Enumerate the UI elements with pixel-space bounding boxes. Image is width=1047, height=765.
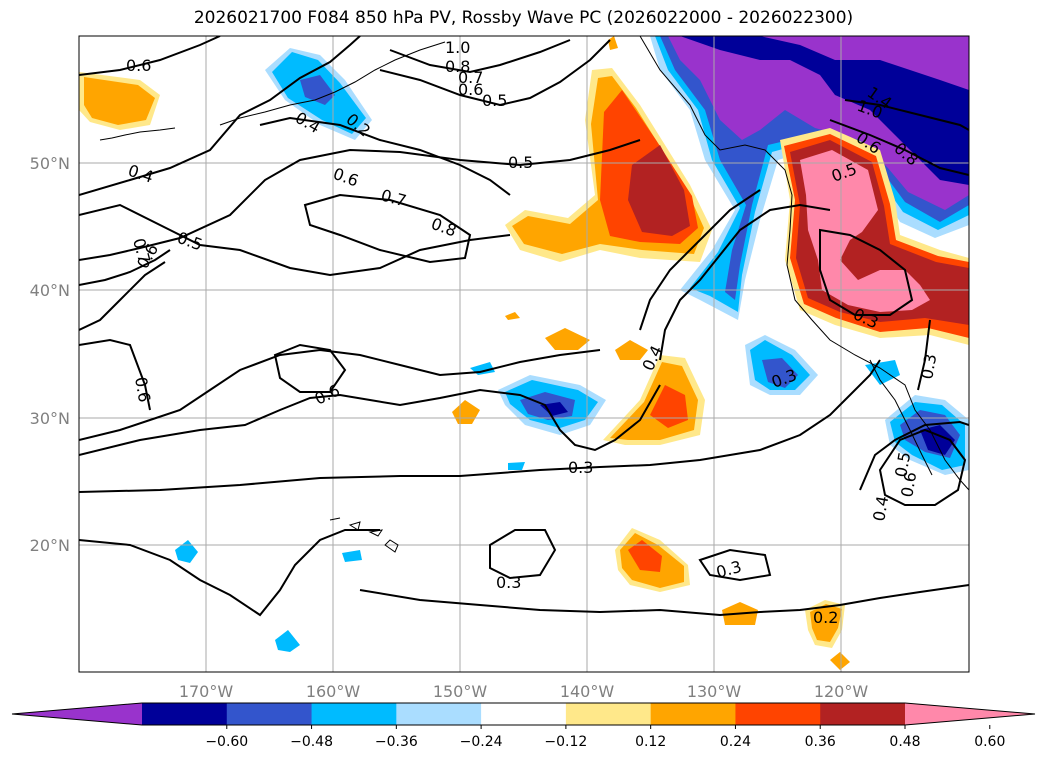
graticule <box>79 36 969 672</box>
contour-label: 0.6 <box>131 375 154 403</box>
coastlines <box>99 36 969 553</box>
contour-label: 0.2 <box>813 608 838 627</box>
contour-label: 0.5 <box>482 91 507 110</box>
colorbar-tick-label: 0.12 <box>635 734 666 750</box>
contour-label: 1.0 <box>445 38 470 57</box>
colorbar-tick-label: 0.48 <box>889 734 920 750</box>
contour-label: 0.3 <box>568 458 593 477</box>
contour-label: 0.3 <box>496 573 521 592</box>
colorbar-tick-label: −0.36 <box>375 734 418 750</box>
colorbar-bin <box>396 703 482 725</box>
colorbar-bin <box>142 703 228 725</box>
lat-label: 30°N <box>30 409 70 428</box>
lat-axis-labels: 50°N 40°N 30°N 20°N <box>30 154 70 555</box>
lon-axis-labels: 170°W 160°W 150°W 140°W 130°W 120°W <box>179 682 869 701</box>
colorbar-tick-label: −0.24 <box>460 734 503 750</box>
lon-label: 170°W <box>179 682 234 701</box>
map-frame <box>78 35 970 673</box>
contour-label: 0.7 <box>379 186 409 211</box>
colorbar-tick-label: −0.60 <box>205 734 248 750</box>
colorbar-outline <box>11 702 1036 726</box>
lat-label: 20°N <box>30 536 70 555</box>
contour-label: 0.6 <box>312 381 343 409</box>
contour-label: 0.5 <box>175 228 205 255</box>
lat-label: 40°N <box>30 281 70 300</box>
lat-label: 50°N <box>30 154 70 173</box>
colorbar-tick-label: 0.24 <box>720 734 751 750</box>
lon-label: 120°W <box>814 682 869 701</box>
colorbar-bin <box>650 703 736 725</box>
colorbar-bin <box>735 703 821 725</box>
map-title: 2026021700 F084 850 hPa PV, Rossby Wave … <box>193 8 854 28</box>
pv-fill-layer <box>79 36 969 670</box>
colorbar-tick-label: −0.12 <box>544 734 587 750</box>
pv-contours <box>79 36 969 617</box>
map-area: 0.6 0.4 0.2 1.0 0.8 0.7 0.6 0.5 0.5 0.6 … <box>79 36 969 672</box>
contour-label: 0.7 <box>458 68 483 87</box>
colorbar-bin <box>565 703 652 725</box>
lon-label: 130°W <box>687 682 742 701</box>
colorbar-tick-label: 0.36 <box>805 734 836 750</box>
contour-label: 0.3 <box>714 557 744 582</box>
contour-label: 0.4 <box>869 494 892 522</box>
colorbar-bin <box>481 703 567 725</box>
lon-label: 160°W <box>306 682 361 701</box>
contour-label: 0.6 <box>331 164 361 191</box>
colorbar: −0.60 −0.48 −0.36 −0.24 −0.12 0.12 0.24 0.36 0.4… <box>11 702 1036 750</box>
colorbar-tick-label: 0.60 <box>974 734 1005 750</box>
contour-label: 0.8 <box>429 214 459 241</box>
lon-label: 150°W <box>433 682 488 701</box>
contour-label: 0.5 <box>891 450 914 478</box>
lon-label: 140°W <box>560 682 615 701</box>
contour-label: 0.6 <box>458 80 483 99</box>
contour-label: 0.6 <box>126 56 151 75</box>
contour-label: 0.5 <box>508 153 533 172</box>
contour-label: 0.3 <box>917 352 940 380</box>
contour-label: 0.6 <box>897 470 920 498</box>
colorbar-bin <box>311 703 397 725</box>
colorbar-extend-min <box>12 703 142 725</box>
colorbar-bin <box>226 703 313 725</box>
colorbar-tick-label: −0.48 <box>290 734 333 750</box>
colorbar-extend-max <box>905 703 1035 725</box>
contour-label: 0.8 <box>445 57 470 76</box>
colorbar-bin <box>820 703 906 725</box>
contour-label: 0.4 <box>126 161 156 187</box>
